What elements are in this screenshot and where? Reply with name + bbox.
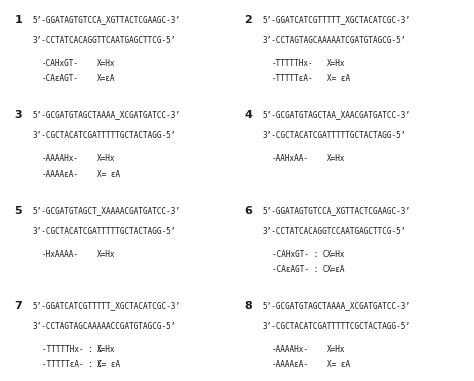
Text: X= εA: X= εA	[97, 360, 120, 369]
Text: X=εA: X=εA	[327, 265, 346, 274]
Text: 5’-GGATCATCGTTTTT̲XGCTACATCGC-3’: 5’-GGATCATCGTTTTT̲XGCTACATCGC-3’	[32, 301, 180, 310]
Text: 5’-GCGATGTAGCTAAAA̲XCGATGATCC-3’: 5’-GCGATGTAGCTAAAA̲XCGATGATCC-3’	[32, 110, 180, 120]
Text: 3’-CGCTACATCGATTTTTGCTACTAGG-5’: 3’-CGCTACATCGATTTTTGCTACTAGG-5’	[262, 131, 405, 141]
Text: 5’-GGATAGTGTCCA̲XGTTACTCGAAGC-3’: 5’-GGATAGTGTCCA̲XGTTACTCGAAGC-3’	[32, 15, 180, 24]
Text: -AAAAεA-: -AAAAεA-	[42, 170, 79, 179]
Text: 3’-CCTAGTAGCAAAAATCGATGTAGCG-5’: 3’-CCTAGTAGCAAAAATCGATGTAGCG-5’	[262, 36, 405, 45]
Text: 1: 1	[14, 15, 22, 25]
Text: X=Hx: X=Hx	[97, 250, 116, 259]
Text: -AAAAHx-: -AAAAHx-	[272, 345, 309, 354]
Text: X=Hx: X=Hx	[97, 59, 116, 68]
Text: 3’-CCTAGTAGCAAAAACCGATGTAGCG-5’: 3’-CCTAGTAGCAAAAACCGATGTAGCG-5’	[32, 322, 175, 331]
Text: -TTTTTεA-: -TTTTTεA-	[272, 74, 313, 83]
Text: 5’-GGATCATCGTTTTT̲XGCTACATCGC-3’: 5’-GGATCATCGTTTTT̲XGCTACATCGC-3’	[262, 15, 410, 24]
Text: -CAεAGT- : C: -CAεAGT- : C	[272, 265, 327, 274]
Text: 3’-CCTATCACAGGTCCAATGAGCTTCG-5’: 3’-CCTATCACAGGTCCAATGAGCTTCG-5’	[262, 227, 405, 236]
Text: X= εA: X= εA	[327, 360, 350, 369]
Text: -TTTTTHx- : C: -TTTTTHx- : C	[42, 345, 102, 354]
Text: -CAHxGT-: -CAHxGT-	[42, 59, 79, 68]
Text: X=Hx: X=Hx	[327, 154, 346, 163]
Text: 2: 2	[244, 15, 252, 25]
Text: 3: 3	[14, 110, 22, 120]
Text: 5’-GCGATGTAGCTAA̲XAACGATGATCC-3’: 5’-GCGATGTAGCTAA̲XAACGATGATCC-3’	[262, 110, 410, 120]
Text: -AAHxAA-: -AAHxAA-	[272, 154, 309, 163]
Text: 7: 7	[14, 301, 22, 311]
Text: 5: 5	[14, 206, 22, 216]
Text: X= εA: X= εA	[97, 170, 120, 179]
Text: X=Hx: X=Hx	[97, 345, 116, 354]
Text: 3’-CGCTACATCGATTTTTCGCTACTAGG-5’: 3’-CGCTACATCGATTTTTCGCTACTAGG-5’	[262, 322, 410, 331]
Text: -TTTTTεA- : C: -TTTTTεA- : C	[42, 360, 102, 369]
Text: X=Hx: X=Hx	[327, 250, 346, 259]
Text: 5’-GCGATGTAGCTAAAA̲XCGATGATCC-3’: 5’-GCGATGTAGCTAAAA̲XCGATGATCC-3’	[262, 301, 410, 310]
Text: X=Hx: X=Hx	[97, 154, 116, 163]
Text: 6: 6	[244, 206, 252, 216]
Text: 4: 4	[244, 110, 252, 120]
Text: 5’-GCGATGTAGCT̲XAAAACGATGATCC-3’: 5’-GCGATGTAGCT̲XAAAACGATGATCC-3’	[32, 206, 180, 215]
Text: 8: 8	[244, 301, 252, 311]
Text: 3’-CGCTACATCGATTTTTGCTACTAGG-5’: 3’-CGCTACATCGATTTTTGCTACTAGG-5’	[32, 227, 175, 236]
Text: X= εA: X= εA	[327, 74, 350, 83]
Text: 3’-CGCTACATCGATTTTTGCTACTAGG-5’: 3’-CGCTACATCGATTTTTGCTACTAGG-5’	[32, 131, 175, 141]
Text: -TTTTTHx-: -TTTTTHx-	[272, 59, 313, 68]
Text: -CAεAGT-: -CAεAGT-	[42, 74, 79, 83]
Text: -HxAAAA-: -HxAAAA-	[42, 250, 79, 259]
Text: 3’-CCTATCACAGGTTCAATGAGCTTCG-5’: 3’-CCTATCACAGGTTCAATGAGCTTCG-5’	[32, 36, 175, 45]
Text: -CAHxGT- : C: -CAHxGT- : C	[272, 250, 327, 259]
Text: X=Hx: X=Hx	[327, 345, 346, 354]
Text: X=εA: X=εA	[97, 74, 116, 83]
Text: 5’-GGATAGTGTCCA̲XGTTACTCGAAGC-3’: 5’-GGATAGTGTCCA̲XGTTACTCGAAGC-3’	[262, 206, 410, 215]
Text: X=Hx: X=Hx	[327, 59, 346, 68]
Text: -AAAAεA-: -AAAAεA-	[272, 360, 309, 369]
Text: -AAAAHx-: -AAAAHx-	[42, 154, 79, 163]
